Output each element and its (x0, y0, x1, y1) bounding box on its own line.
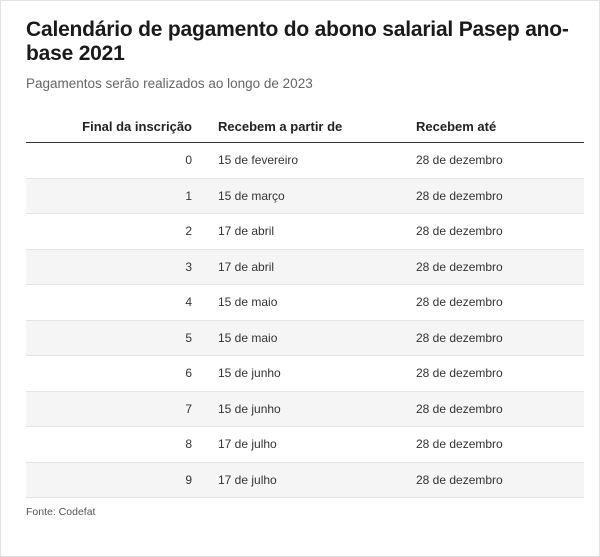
cell-start-date: 15 de março (218, 178, 416, 214)
header-recebem-ate: Recebem até (416, 110, 584, 143)
table-row: 8 17 de julho 28 de dezembro (26, 426, 584, 463)
page-title: Calendário de pagamento do abono salaria… (26, 18, 569, 65)
table-row: 0 15 de fevereiro 28 de dezembro (26, 142, 584, 179)
cell-final: 9 (26, 462, 218, 498)
cell-final: 3 (26, 249, 218, 285)
table-row: 9 17 de julho 28 de dezembro (26, 462, 584, 498)
cell-final: 7 (26, 391, 218, 427)
cell-final: 4 (26, 284, 218, 321)
cell-end-date: 28 de dezembro (416, 213, 584, 250)
cell-end-date: 28 de dezembro (416, 249, 584, 285)
cell-end-date: 28 de dezembro (416, 320, 584, 356)
cell-final: 1 (26, 178, 218, 214)
table-row: 1 15 de março 28 de dezembro (26, 178, 584, 214)
cell-start-date: 15 de maio (218, 284, 416, 321)
cell-end-date: 28 de dezembro (416, 462, 584, 498)
cell-final: 5 (26, 320, 218, 356)
cell-start-date: 15 de fevereiro (218, 142, 416, 179)
table-row: 4 15 de maio 28 de dezembro (26, 284, 584, 321)
cell-start-date: 17 de julho (218, 462, 416, 498)
page-subtitle: Pagamentos serão realizados ao longo de … (26, 76, 313, 91)
cell-end-date: 28 de dezembro (416, 142, 584, 179)
cell-end-date: 28 de dezembro (416, 284, 584, 321)
cell-start-date: 17 de julho (218, 426, 416, 463)
cell-start-date: 15 de junho (218, 391, 416, 427)
cell-final: 2 (26, 213, 218, 250)
table-row: 2 17 de abril 28 de dezembro (26, 213, 584, 250)
table-row: 7 15 de junho 28 de dezembro (26, 391, 584, 427)
cell-final: 6 (26, 355, 218, 392)
source-note: Fonte: Codefat (26, 506, 96, 518)
cell-end-date: 28 de dezembro (416, 391, 584, 427)
table-header-row: Final da inscrição Recebem a partir de R… (26, 110, 584, 143)
header-final-inscricao: Final da inscrição (26, 110, 218, 143)
cell-start-date: 15 de maio (218, 320, 416, 356)
table-row: 5 15 de maio 28 de dezembro (26, 320, 584, 356)
header-recebem-a-partir-de: Recebem a partir de (218, 110, 416, 143)
cell-end-date: 28 de dezembro (416, 426, 584, 463)
cell-start-date: 17 de abril (218, 213, 416, 250)
cell-end-date: 28 de dezembro (416, 178, 584, 214)
cell-start-date: 15 de junho (218, 355, 416, 392)
cell-start-date: 17 de abril (218, 249, 416, 285)
cell-final: 0 (26, 142, 218, 179)
cell-end-date: 28 de dezembro (416, 355, 584, 392)
cell-final: 8 (26, 426, 218, 463)
table-row: 3 17 de abril 28 de dezembro (26, 249, 584, 285)
table-row: 6 15 de junho 28 de dezembro (26, 355, 584, 392)
payment-calendar-table: Final da inscrição Recebem a partir de R… (26, 110, 584, 498)
